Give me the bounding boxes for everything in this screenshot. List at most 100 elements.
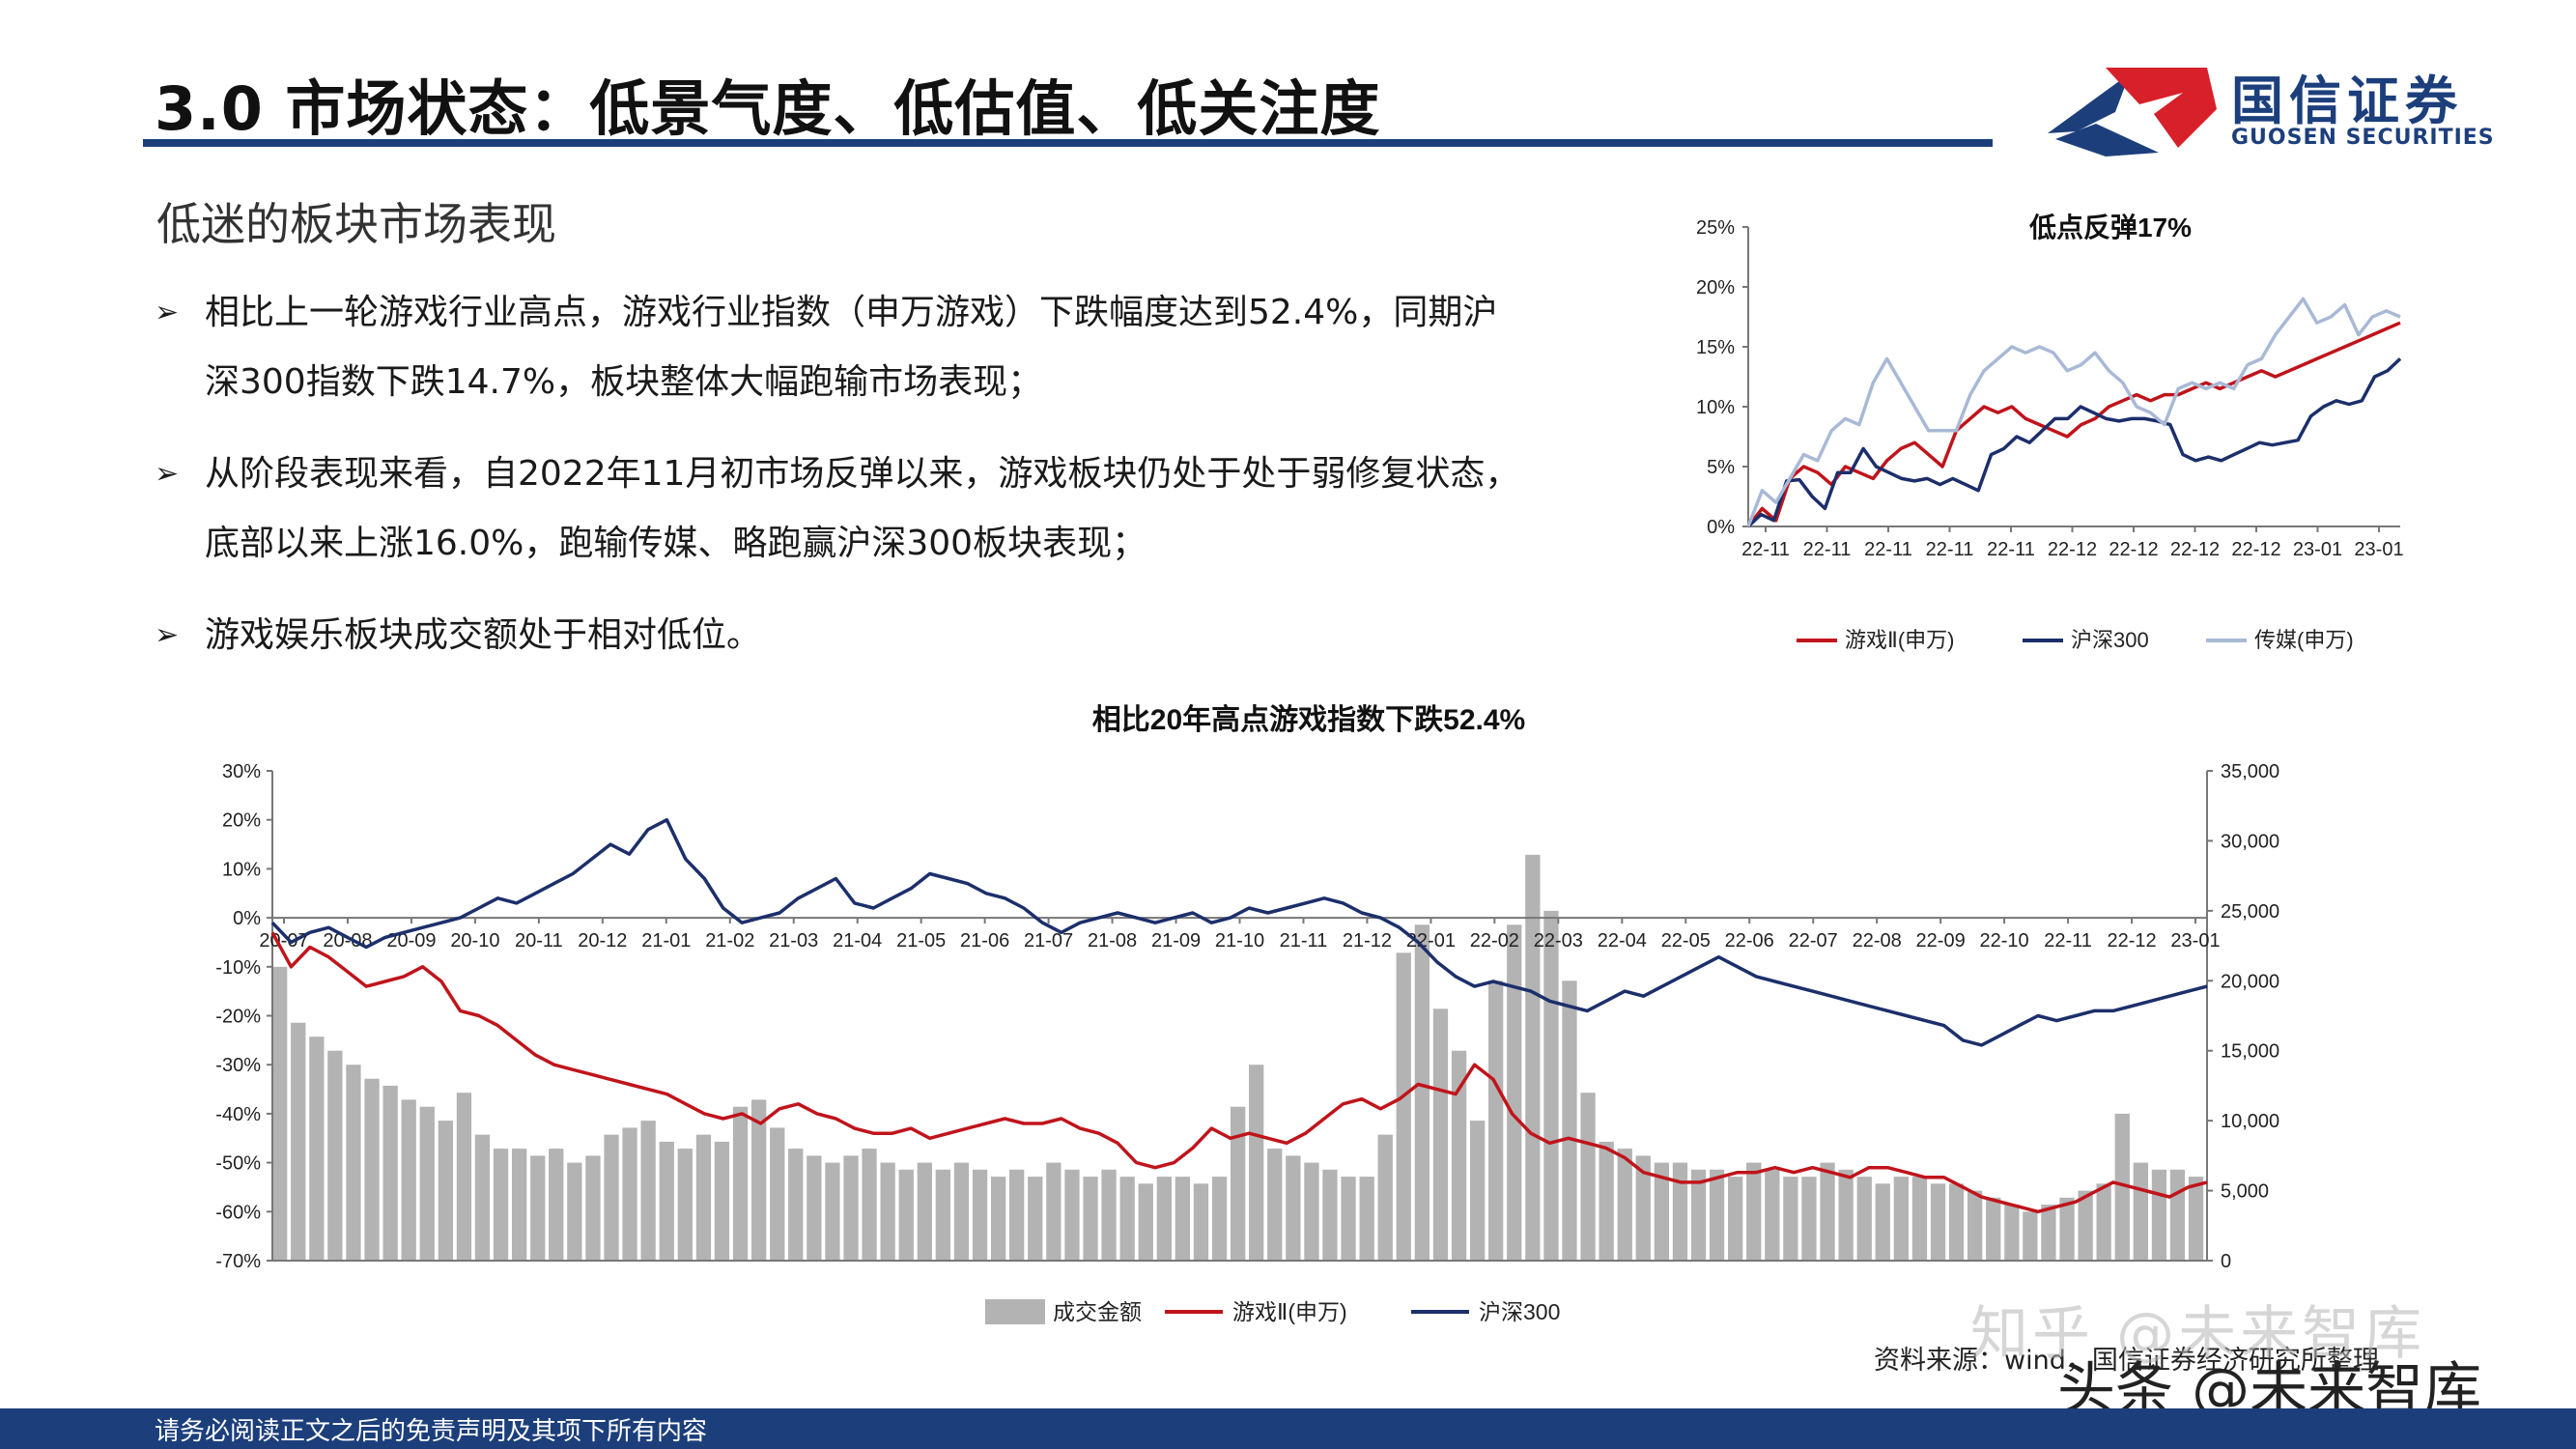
volume-bar xyxy=(585,1155,601,1261)
volume-bar xyxy=(1138,1183,1153,1261)
volume-bar xyxy=(2169,1169,2186,1261)
bullet-item: ➢ 相比上一轮游戏行业高点，游戏行业指数（申万游戏）下跌幅度达到52.4%，同期… xyxy=(155,278,1594,417)
volume-bar xyxy=(401,1099,416,1261)
volume-bar xyxy=(1967,1190,1983,1261)
volume-bar xyxy=(1432,1009,1449,1261)
volume-bar xyxy=(2133,1162,2148,1261)
legend-label: 游戏Ⅱ(申万) xyxy=(1845,628,1954,652)
volume-bar xyxy=(1083,1177,1098,1261)
x-tick-label: 22-12 xyxy=(2170,539,2220,560)
left-y-tick-label: -40% xyxy=(215,1104,261,1125)
bullet-line: 相比上一轮游戏行业高点，游戏行业指数（申万游戏）下跌幅度达到52.4%，同期沪 xyxy=(205,293,1498,332)
volume-bar xyxy=(1654,1162,1669,1261)
volume-bar xyxy=(1507,924,1522,1261)
x-tick-label: 22-12 xyxy=(2109,539,2158,560)
x-tick-label: 23-01 xyxy=(2293,539,2342,560)
volume-bar xyxy=(1893,1177,1909,1261)
volume-bar xyxy=(1193,1183,1209,1261)
left-y-tick-label: -10% xyxy=(215,957,261,979)
volume-bar xyxy=(1746,1162,1762,1261)
right-y-tick-label: 10,000 xyxy=(2221,1111,2279,1132)
x-tick-label: 23-01 xyxy=(2170,930,2220,952)
logo-text-en: GUOSEN SECURITIES xyxy=(2231,126,2495,150)
y-tick-label: 15% xyxy=(1696,337,1735,358)
volume-bar xyxy=(346,1065,361,1261)
x-tick-label: 22-12 xyxy=(2048,539,2097,560)
volume-bar xyxy=(1986,1197,2001,1261)
volume-bar xyxy=(1119,1177,1135,1261)
y-tick-label: 25% xyxy=(1696,217,1735,239)
volume-bar xyxy=(807,1155,822,1261)
y-tick-label: 20% xyxy=(1696,277,1735,298)
volume-bar xyxy=(659,1141,674,1261)
volume-bar xyxy=(1231,1106,1246,1261)
volume-bar xyxy=(1046,1162,1062,1261)
left-y-tick-label: -50% xyxy=(215,1153,261,1175)
x-tick-label: 22-10 xyxy=(1980,930,2029,952)
volume-bar xyxy=(1211,1177,1228,1261)
chart-title: 低点反弹17% xyxy=(2028,213,2192,242)
volume-bar xyxy=(364,1078,380,1261)
volume-bar xyxy=(1396,952,1411,1261)
volume-bar xyxy=(2096,1183,2111,1261)
x-tick-label: 21-08 xyxy=(1088,930,1137,952)
volume-bar xyxy=(825,1162,840,1261)
volume-bar xyxy=(309,1037,325,1261)
volume-bar xyxy=(1580,1093,1596,1261)
x-tick-label: 20-10 xyxy=(450,930,499,952)
volume-bar xyxy=(788,1149,804,1261)
volume-bar xyxy=(1304,1162,1319,1261)
volume-bar xyxy=(1009,1169,1025,1261)
volume-bar xyxy=(512,1149,527,1261)
volume-bar xyxy=(2151,1169,2167,1261)
volume-bar xyxy=(695,1134,712,1261)
right-y-tick-label: 30,000 xyxy=(2221,831,2279,852)
bullet-line: 底部以来上涨16.0%，跑输传媒、略跑赢沪深300板块表现； xyxy=(205,524,1147,563)
series-line xyxy=(1746,357,2402,528)
volume-bar xyxy=(935,1169,950,1261)
section-subheading: 低迷的板块市场表现 xyxy=(156,198,556,250)
x-tick-label: 22-11 xyxy=(1741,539,1790,560)
decline-chart: 相比20年高点游戏指数下跌52.4% 30% 20% 10% 0% -10% -20% -3… xyxy=(215,704,2279,1324)
source-note: 资料来源：wind，国信证券经济研究所整理 xyxy=(1874,1346,2379,1376)
legend-swatch xyxy=(985,1299,1045,1324)
x-tick-label: 21-10 xyxy=(1215,930,1264,952)
x-tick-label: 21-05 xyxy=(896,930,946,952)
legend-label: 沪深300 xyxy=(2071,628,2149,652)
y-tick-label: 0% xyxy=(1707,517,1735,538)
x-tick-label: 22-11 xyxy=(1864,539,1912,560)
volume-bar xyxy=(640,1121,656,1261)
volume-bar xyxy=(1930,1183,1946,1261)
volume-bar xyxy=(2023,1211,2038,1261)
volume-bar xyxy=(1101,1169,1117,1261)
volume-bar xyxy=(1765,1169,1780,1261)
volume-bar xyxy=(1690,1169,1707,1261)
title-underline xyxy=(143,139,1993,147)
x-tick-label: 22-11 xyxy=(1926,539,1974,560)
volume-bar xyxy=(272,966,288,1261)
volume-bar xyxy=(1064,1169,1080,1261)
volume-bar xyxy=(2004,1205,2020,1261)
volume-bar xyxy=(843,1155,859,1261)
volume-bar xyxy=(419,1106,435,1261)
series-line xyxy=(1746,321,2401,528)
volume-bar xyxy=(751,1099,767,1261)
right-y-tick-label: 0 xyxy=(2221,1251,2231,1272)
volume-bar xyxy=(1322,1169,1338,1261)
volume-bar xyxy=(1286,1155,1301,1261)
guosen-logo-icon xyxy=(2048,68,2217,156)
volume-bar xyxy=(1156,1177,1172,1261)
x-tick-label: 20-07 xyxy=(259,930,308,952)
left-y-tick-label: -70% xyxy=(215,1251,261,1272)
bullet-line: 深300指数下跌14.7%，板块整体大幅跑输市场表现； xyxy=(205,362,1043,402)
legend-label: 游戏Ⅱ(申万) xyxy=(1232,1299,1347,1324)
volume-bar xyxy=(474,1134,491,1261)
rebound-chart: 低点反弹17% 0% 5% 10% 15% 20% 25% 22-11 22-11 22-11 2… xyxy=(1696,213,2404,652)
volume-bar xyxy=(549,1149,564,1261)
x-tick-label: 22-06 xyxy=(1725,930,1774,952)
x-tick-label: 20-12 xyxy=(578,930,627,952)
volume-bar xyxy=(438,1121,453,1261)
volume-bar xyxy=(677,1149,693,1261)
volume-bar xyxy=(917,1162,932,1261)
volume-bar xyxy=(382,1085,398,1261)
